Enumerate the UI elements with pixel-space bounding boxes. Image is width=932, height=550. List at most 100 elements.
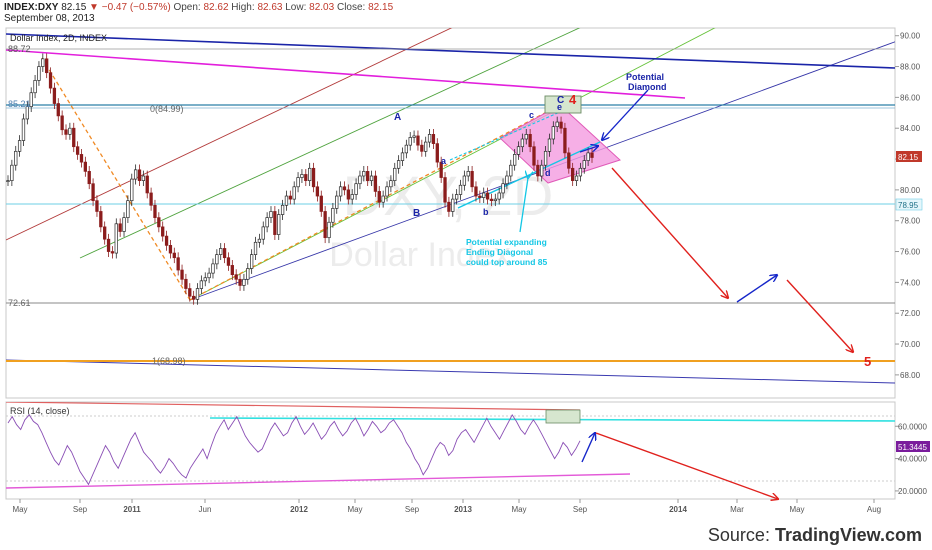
x-axis: May Sep 2011 Jun 2012 May Sep 2013 May Sep 2014 Mar… (12, 499, 881, 514)
wave-4: 4 (569, 92, 577, 107)
x-tick-label: 2013 (454, 505, 472, 514)
high-label: High: (231, 2, 255, 13)
candle-body (416, 135, 420, 146)
candle-body (164, 235, 169, 246)
wave-e: e (557, 102, 562, 112)
candle-body (331, 208, 335, 223)
candle-body (470, 171, 474, 188)
top-marker-box (544, 95, 582, 114)
candle-body (222, 248, 227, 259)
candle-body (75, 146, 80, 155)
dark-blue-trendline (6, 33, 895, 69)
x-tick-label: Mar (730, 505, 744, 514)
candle-body (141, 175, 146, 181)
rsi-line (7, 414, 581, 486)
candle-body (478, 195, 482, 198)
wave-B: B (413, 208, 420, 219)
x-tick-label: 2012 (290, 505, 308, 514)
candle-body (188, 288, 192, 297)
rsi-tick-label: 60.0000 (898, 422, 927, 431)
candle-body (516, 146, 521, 155)
candle-body (369, 175, 374, 181)
level-price-badge: 78.95 (895, 198, 923, 211)
candle-body (41, 58, 45, 67)
candle-body (489, 198, 494, 202)
symbol-header: INDEX:DXY 82.15 ▼ −0.47 (−0.57%) Open: 8… (4, 2, 393, 14)
candle-body (590, 152, 594, 158)
candle-body (462, 175, 467, 186)
candle-body (246, 268, 250, 280)
candle-body (447, 201, 451, 212)
candle-body (385, 186, 389, 197)
candle-body (103, 226, 107, 240)
candle-body (424, 141, 428, 152)
rsi-tick-label: 40.0000 (898, 455, 927, 464)
x-tick-label: Sep (73, 505, 88, 514)
candle-body (501, 183, 505, 194)
diagonal-pointer-arrow (519, 178, 528, 233)
candle-body (45, 58, 49, 74)
candle-body (203, 277, 207, 282)
candle-body (277, 214, 281, 235)
level-fib-label: 85.21 (8, 99, 31, 109)
candle-body (72, 127, 76, 148)
candle-body (300, 174, 304, 178)
y-tick-label: 70.00 (900, 340, 921, 349)
candle-body (226, 257, 231, 266)
candle-body (315, 186, 320, 197)
candle-body (52, 87, 57, 104)
y-tick-label: 68.00 (900, 371, 921, 380)
candle-body (431, 134, 436, 144)
candle-body (555, 121, 559, 128)
candle-body (373, 175, 378, 192)
candle-body (497, 192, 501, 200)
y-tick-label: 84.00 (900, 124, 921, 133)
candle-body (338, 186, 343, 197)
candle-body (366, 171, 370, 181)
candle-body (161, 226, 165, 237)
candle-body (219, 248, 223, 255)
rsi-arrows (581, 433, 778, 499)
candle-body (578, 167, 583, 177)
diamond-pointer-arrow (602, 89, 649, 140)
candle-body (377, 191, 381, 203)
x-tick-label: 2011 (123, 505, 141, 514)
candle-body (443, 177, 447, 203)
candle-body (130, 178, 134, 202)
x-tick-label: 2014 (669, 505, 687, 514)
blue-arrow-up (736, 275, 777, 303)
candle-body (292, 186, 296, 200)
candle-body (509, 164, 513, 177)
candle-body (265, 217, 269, 228)
wave-A: A (394, 112, 401, 123)
diamond-note-line2: Diamond (628, 82, 667, 92)
candle-body (17, 140, 22, 152)
candle-body (389, 180, 393, 188)
last-price: 82.15 (61, 2, 87, 13)
candle-body (269, 211, 273, 218)
candle-body (311, 167, 316, 188)
wave-d: d (545, 168, 551, 178)
fork-median-line (79, 28, 581, 259)
candle-body (559, 121, 563, 129)
change-icon: ▼ (89, 2, 99, 13)
candle-body (466, 171, 470, 177)
candle-body (126, 200, 130, 218)
diamond-note-line1: Potential (626, 72, 664, 82)
candle-body (114, 223, 118, 254)
diagonal-note-line1: Potential expanding (466, 237, 547, 247)
y-tick-label: 86.00 (900, 93, 921, 102)
candle-body (234, 274, 238, 280)
wave-b: b (483, 207, 489, 217)
candle-body (308, 167, 312, 181)
candle-body (149, 192, 153, 206)
candle-body (133, 169, 138, 180)
y-tick-label: 72.00 (900, 309, 921, 318)
candle-body (288, 195, 292, 200)
candle-body (60, 115, 64, 131)
candle-body (56, 103, 60, 117)
candle-body (532, 146, 536, 166)
candle-body (528, 134, 532, 148)
candle-body (346, 189, 350, 200)
